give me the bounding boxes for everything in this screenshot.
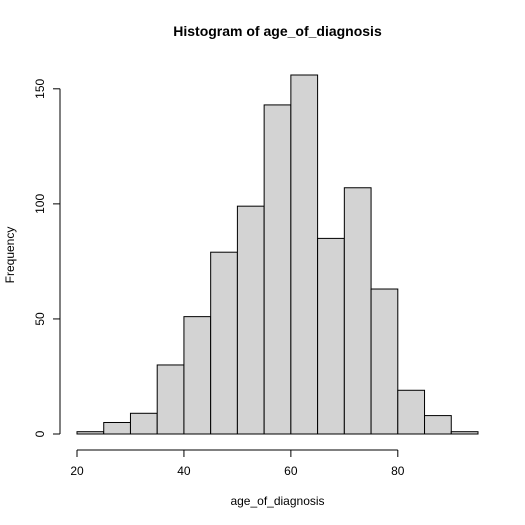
y-tick-label-1: 50 (33, 312, 47, 326)
x-axis: 20 40 60 80 (70, 450, 404, 478)
histogram-bar-2 (130, 413, 157, 434)
histogram-bar-4 (184, 317, 211, 434)
histogram-bar-6 (237, 206, 264, 434)
histogram-bar-12 (398, 390, 425, 434)
y-tick-label-3: 150 (33, 78, 47, 98)
x-tick-label-3: 80 (391, 464, 405, 478)
histogram-bar-14 (451, 432, 478, 434)
chart-title: Histogram of age_of_diagnosis (173, 23, 382, 39)
histogram-bar-8 (291, 75, 318, 434)
histogram-bar-9 (318, 238, 345, 434)
x-tick-label-2: 60 (284, 464, 298, 478)
y-tick-label-0: 0 (33, 430, 47, 437)
histogram-bar-1 (104, 422, 131, 434)
x-tick-label-0: 20 (70, 464, 84, 478)
y-axis: 0 50 100 150 (33, 78, 60, 437)
histogram-bar-7 (264, 105, 291, 434)
histogram-bar-5 (211, 252, 238, 434)
histogram-bar-3 (157, 365, 184, 434)
histogram-bar-11 (371, 289, 398, 434)
y-tick-label-2: 100 (33, 194, 47, 214)
bars-layer (77, 75, 478, 434)
histogram-bar-0 (77, 432, 104, 434)
x-tick-label-1: 40 (177, 464, 191, 478)
histogram-bar-13 (425, 416, 452, 434)
histogram-bar-10 (344, 188, 371, 434)
y-axis-label: Frequency (3, 227, 17, 284)
x-axis-label: age_of_diagnosis (230, 494, 324, 508)
